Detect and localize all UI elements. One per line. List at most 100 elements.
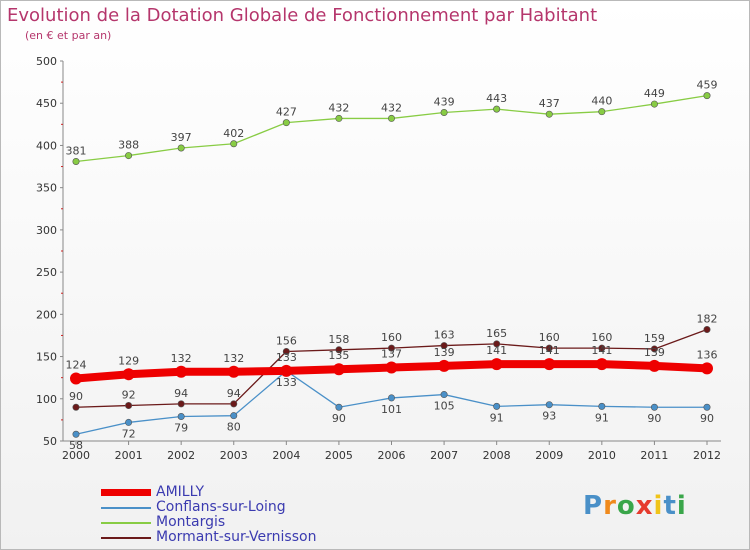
logo-letter: i [653,491,664,521]
legend-swatch [101,537,151,539]
data-label: 139 [434,346,455,359]
logo-letter: P [583,491,604,521]
data-label: 432 [328,101,349,114]
y-tick-label: 500 [36,55,57,68]
data-label: 443 [486,92,507,105]
data-point [650,345,658,353]
chart-subtitle: (en € et par an) [25,29,112,42]
data-point [598,108,606,116]
data-label: 160 [591,331,612,344]
data-point [701,362,713,375]
data-point [440,342,448,350]
y-tick-label: 450 [36,97,57,110]
data-point [543,358,556,371]
data-label: 141 [539,344,560,357]
data-label: 440 [591,95,612,108]
x-tick-label: 2004 [272,449,300,462]
data-label: 137 [381,348,402,361]
data-point [440,391,448,399]
data-label: 402 [223,127,244,140]
y-tick-label: 350 [36,182,57,195]
x-tick-label: 2000 [62,449,90,462]
data-label: 397 [171,131,192,144]
data-label: 91 [490,411,504,424]
data-point [438,359,451,372]
data-point [598,402,606,410]
data-point [70,372,82,385]
data-label: 160 [539,331,560,344]
x-tick-label: 2012 [693,449,721,462]
data-point [125,152,133,160]
data-point [280,364,293,377]
data-point [648,359,661,372]
data-point [230,140,238,148]
data-label: 133 [276,376,297,389]
data-label: 439 [434,96,455,109]
data-point [703,92,711,100]
data-label: 91 [595,411,609,424]
data-point [332,363,345,376]
data-label: 93 [542,410,556,423]
data-point [545,401,553,409]
y-tick-label: 150 [36,351,57,364]
data-label: 135 [328,349,349,362]
data-point [598,344,606,352]
data-label: 388 [118,139,139,152]
data-label: 90 [700,412,714,425]
y-tick-label: 50 [43,435,57,448]
data-point [335,114,343,122]
data-label: 136 [697,348,718,361]
logo-letter: o [616,491,636,521]
data-point [335,346,343,354]
x-tick-label: 2010 [588,449,616,462]
data-label: 90 [332,412,346,425]
y-tick-label: 200 [36,308,57,321]
chart-title: Evolution de la Dotation Globale de Fonc… [7,5,598,26]
data-label: 132 [171,352,192,365]
data-label: 94 [227,387,241,400]
data-point [72,403,80,411]
data-point [335,403,343,411]
data-point [387,394,395,402]
legend-swatch [101,522,151,524]
data-label: 72 [122,427,136,440]
data-point [177,400,185,408]
data-point [493,105,501,113]
data-label: 437 [539,97,560,110]
y-tick-label: 300 [36,224,57,237]
y-tick-label: 100 [36,393,57,406]
data-label: 159 [644,332,665,345]
proxiti-logo: Proxiti [583,491,687,521]
data-label: 163 [434,329,455,342]
data-label: 427 [276,106,297,119]
logo-letter: i [676,491,687,521]
data-label: 381 [66,144,87,157]
legend-label: AMILLY [156,484,205,500]
legend-swatch [101,507,151,509]
data-point [177,413,185,421]
logo-letter: t [663,491,677,521]
data-label: 80 [227,421,241,434]
data-point [125,418,133,426]
x-tick-label: 2002 [167,449,195,462]
data-label: 129 [118,354,139,367]
data-point [595,358,608,371]
data-point [230,412,238,420]
data-label: 132 [223,352,244,365]
x-tick-label: 2008 [483,449,511,462]
data-point [703,326,711,334]
data-point [282,347,290,355]
data-point [440,109,448,117]
data-point [122,368,135,381]
data-label: 94 [174,387,188,400]
legend-label: Conflans-sur-Loing [156,499,286,515]
data-point [385,361,398,374]
data-point [175,365,188,378]
data-label: 141 [591,344,612,357]
data-point [387,114,395,122]
data-label: 158 [328,333,349,346]
data-point [650,100,658,108]
data-label: 139 [644,346,665,359]
data-point [227,365,240,378]
